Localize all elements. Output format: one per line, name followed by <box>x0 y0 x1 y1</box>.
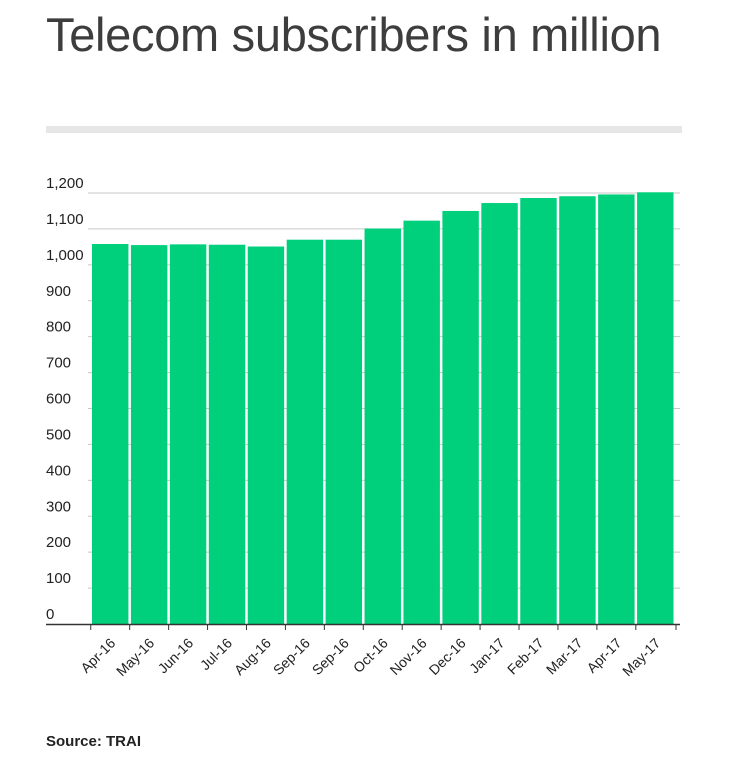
y-tick-label: 0 <box>46 606 54 623</box>
y-tick-label: 200 <box>46 534 71 551</box>
x-tick-label: Mar-17 <box>543 635 586 678</box>
y-tick-label: 1,100 <box>46 211 84 228</box>
bar <box>130 245 168 624</box>
x-tick-label: Dec-16 <box>426 635 469 678</box>
bar <box>247 246 285 624</box>
bar <box>92 244 129 625</box>
x-tick-label: Apr-16 <box>77 635 118 676</box>
x-tick-label: Jan-17 <box>466 635 508 677</box>
bar <box>364 228 401 624</box>
y-tick-label: 600 <box>46 391 71 408</box>
bar <box>637 192 674 624</box>
x-tick-label: Oct-16 <box>350 635 391 676</box>
y-tick-label: 500 <box>46 426 71 443</box>
x-tick-label: Jun-16 <box>155 635 197 677</box>
bar <box>559 196 596 625</box>
x-tick-label: Sep-16 <box>270 635 313 678</box>
bar <box>286 239 324 625</box>
bar <box>598 194 635 625</box>
title-divider <box>46 126 682 133</box>
bar-chart: 0 100 200 300 400 500 600 700 800 900 1,000 1,100 1,… <box>46 175 680 679</box>
bar <box>169 244 207 624</box>
y-tick-label: 100 <box>46 570 71 587</box>
y-tick-label: 800 <box>46 319 71 336</box>
x-tick-label: Jul-16 <box>197 635 235 673</box>
x-tick-label: Nov-16 <box>387 635 430 678</box>
y-tick-label: 400 <box>46 462 71 479</box>
bar <box>442 210 479 625</box>
bar <box>325 239 363 625</box>
x-tick-label: Sep-16 <box>309 635 352 678</box>
x-tick-label: Aug-16 <box>231 635 274 678</box>
x-tick-label: Feb-17 <box>504 635 547 678</box>
bar <box>403 220 440 625</box>
bar <box>520 198 557 625</box>
x-tick-label: May-16 <box>113 635 157 679</box>
chart-title: Telecom subscribers in million <box>46 8 662 61</box>
source-note: Source: TRAI <box>46 733 142 750</box>
x-tick-label: May-17 <box>619 635 663 679</box>
y-tick-label: 1,000 <box>46 247 84 264</box>
y-tick-label: 1,200 <box>46 175 84 192</box>
y-tick-label: 900 <box>46 283 71 300</box>
y-tick-label: 300 <box>46 498 71 515</box>
x-tick-label: Apr-17 <box>583 635 624 676</box>
bar <box>481 203 518 624</box>
bar <box>208 244 246 624</box>
y-tick-label: 700 <box>46 355 71 372</box>
